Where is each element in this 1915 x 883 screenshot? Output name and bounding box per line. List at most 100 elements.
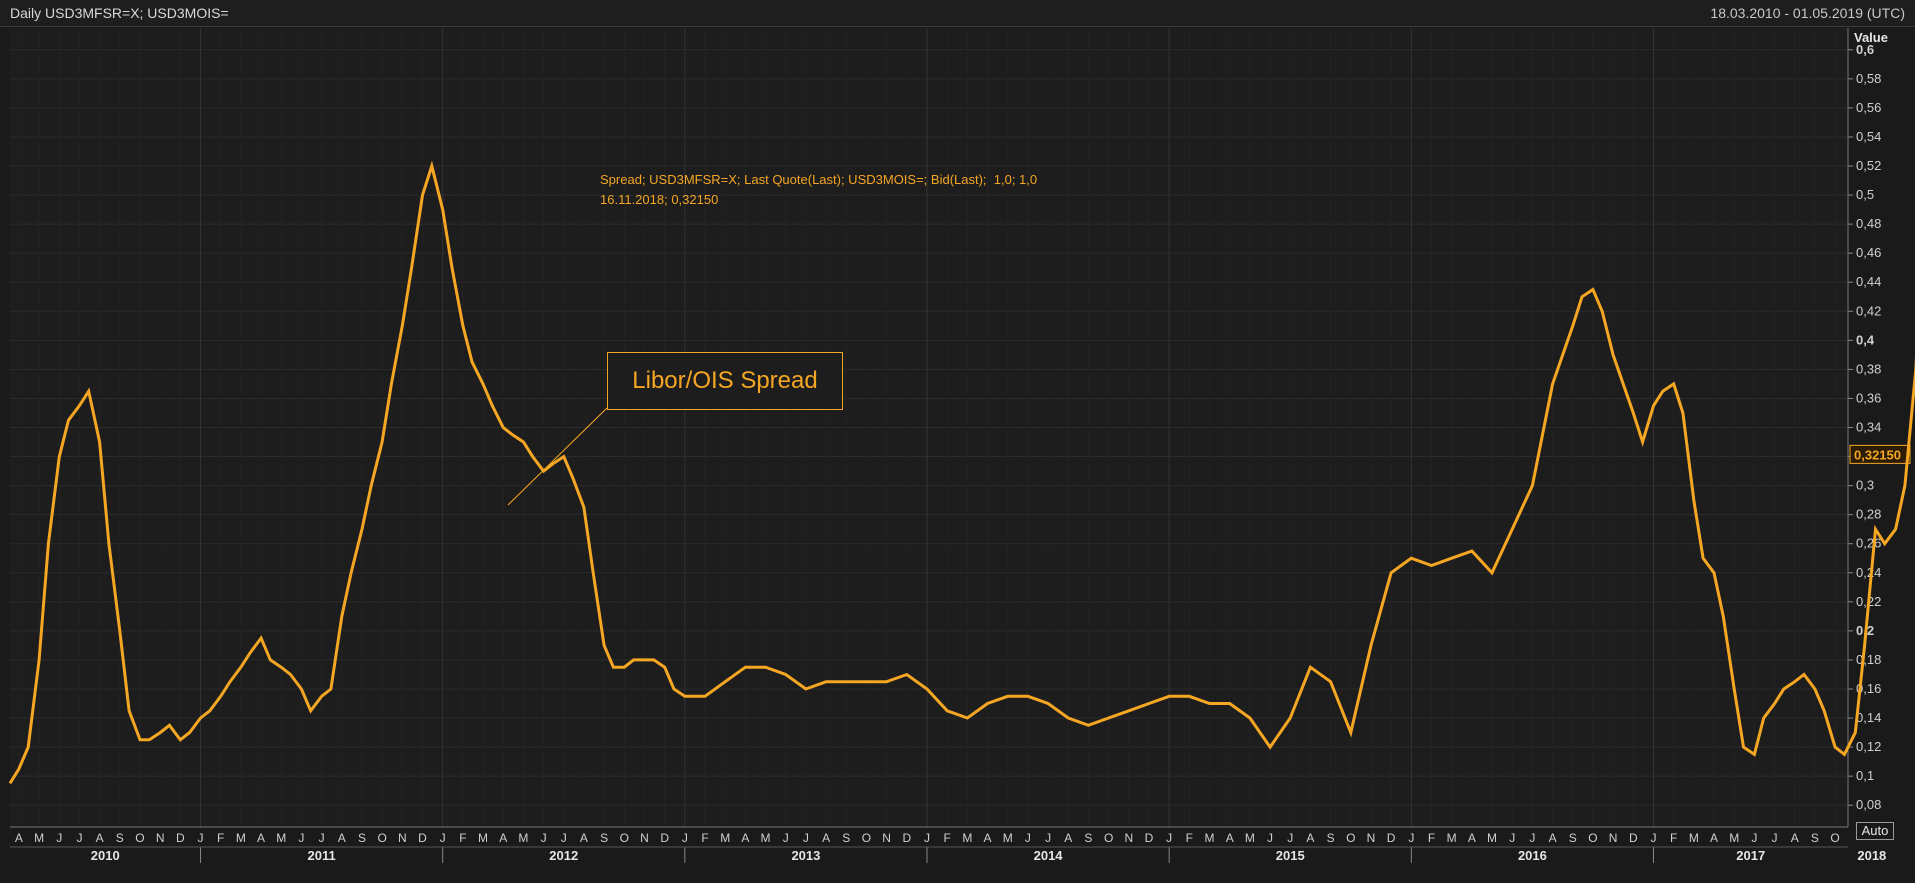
x-month-label: O: [135, 831, 144, 845]
x-month-label: S: [1569, 831, 1577, 845]
x-month-label: M: [478, 831, 488, 845]
x-month-label: S: [842, 831, 850, 845]
x-month-label: A: [1549, 831, 1557, 845]
x-month-label: O: [377, 831, 386, 845]
x-month-label: F: [217, 831, 224, 845]
x-year-label: 2018: [1857, 848, 1886, 863]
x-month-label: S: [116, 831, 124, 845]
grid: [10, 28, 1848, 827]
x-month-label: N: [1124, 831, 1133, 845]
x-year-label: 2017: [1736, 848, 1765, 863]
x-month-label: N: [398, 831, 407, 845]
chart-header: Daily USD3MFSR=X; USD3MOIS= 18.03.2010 -…: [0, 0, 1915, 27]
callout-leader-line: [507, 407, 608, 506]
x-month-label: N: [156, 831, 165, 845]
x-month-label: M: [1245, 831, 1255, 845]
x-month-label: J: [198, 831, 204, 845]
x-month-label: J: [682, 831, 688, 845]
x-month-label: F: [1428, 831, 1435, 845]
last-value-marker: [1849, 444, 1911, 464]
annotation-line-2: 16.11.2018; 0,32150: [600, 192, 719, 207]
x-month-label: D: [176, 831, 185, 845]
x-year-label: 2013: [791, 848, 820, 863]
x-month-label: A: [1064, 831, 1072, 845]
x-month-label: A: [338, 831, 346, 845]
x-month-label: M: [1447, 831, 1457, 845]
auto-scale-button[interactable]: Auto: [1856, 822, 1894, 840]
x-month-label: J: [541, 831, 547, 845]
y-tick-label: 0,5: [1856, 187, 1874, 202]
x-month-label: D: [1629, 831, 1638, 845]
y-tick-label: 0,08: [1856, 797, 1881, 812]
x-year-label: 2015: [1276, 848, 1305, 863]
x-month-label: F: [459, 831, 466, 845]
x-year-label: 2012: [549, 848, 578, 863]
x-month-label: M: [1729, 831, 1739, 845]
x-month-label: D: [1145, 831, 1154, 845]
x-month-label: F: [1186, 831, 1193, 845]
y-tick-label: 0,12: [1856, 739, 1881, 754]
x-month-label: A: [96, 831, 104, 845]
x-month-label: S: [600, 831, 608, 845]
x-month-label: N: [1609, 831, 1618, 845]
y-tick-label: 0,56: [1856, 100, 1881, 115]
x-month-label: M: [1689, 831, 1699, 845]
x-month-label: J: [319, 831, 325, 845]
x-year-label: 2014: [1034, 848, 1064, 863]
x-month-label: O: [1588, 831, 1597, 845]
x-month-label: O: [1346, 831, 1355, 845]
x-month-label: J: [561, 831, 567, 845]
date-range: 18.03.2010 - 01.05.2019 (UTC): [1710, 5, 1905, 21]
x-month-label: J: [1166, 831, 1172, 845]
x-month-label: J: [1772, 831, 1778, 845]
x-month-label: D: [1387, 831, 1396, 845]
x-month-label: A: [984, 831, 992, 845]
x-month-label: J: [298, 831, 304, 845]
x-month-label: A: [1226, 831, 1234, 845]
y-tick-label: 0,52: [1856, 158, 1881, 173]
x-month-label: J: [1650, 831, 1656, 845]
x-month-label: J: [1751, 831, 1757, 845]
x-month-label: A: [257, 831, 265, 845]
x-month-label: J: [924, 831, 930, 845]
x-month-label: A: [1306, 831, 1314, 845]
annotation-line-1: Spread; USD3MFSR=X; Last Quote(Last); US…: [600, 172, 1038, 187]
y-tick-label: 0,1: [1856, 768, 1874, 783]
x-month-label: M: [34, 831, 44, 845]
x-month-label: F: [701, 831, 708, 845]
y-tick-label: 0,16: [1856, 681, 1881, 696]
x-month-label: J: [440, 831, 446, 845]
chart-title: Daily USD3MFSR=X; USD3MOIS=: [10, 5, 229, 21]
y-tick-label: 0,28: [1856, 507, 1881, 522]
x-month-label: M: [1487, 831, 1497, 845]
x-month-label: A: [15, 831, 23, 845]
x-month-label: J: [1025, 831, 1031, 845]
x-month-label: S: [1811, 831, 1819, 845]
x-month-label: M: [276, 831, 286, 845]
y-tick-label: 0,36: [1856, 390, 1881, 405]
x-month-label: D: [902, 831, 911, 845]
y-axis: 0,080,10,120,140,160,180,20,220,240,260,…: [1847, 28, 1911, 827]
x-month-label: J: [783, 831, 789, 845]
x-month-label: A: [1791, 831, 1799, 845]
x-month-label: J: [1267, 831, 1273, 845]
x-month-label: J: [1045, 831, 1051, 845]
x-month-label: S: [358, 831, 366, 845]
x-year-label: 2010: [91, 848, 120, 863]
x-year-label: 2011: [307, 848, 335, 863]
x-month-label: M: [962, 831, 972, 845]
x-month-label: N: [882, 831, 891, 845]
series-annotation: Spread; USD3MFSR=X; Last Quote(Last); US…: [600, 170, 1037, 210]
y-tick-label: 0,58: [1856, 71, 1881, 86]
x-month-label: A: [1710, 831, 1718, 845]
last-value-label: 0,32150: [1854, 447, 1901, 462]
x-month-label: J: [1529, 831, 1535, 845]
y-tick-label: 0,18: [1856, 652, 1881, 667]
x-month-label: N: [1367, 831, 1376, 845]
y-tick-label: 0,34: [1856, 420, 1881, 435]
x-month-label: J: [1408, 831, 1414, 845]
y-tick-label: 0,38: [1856, 361, 1881, 376]
x-month-label: M: [236, 831, 246, 845]
